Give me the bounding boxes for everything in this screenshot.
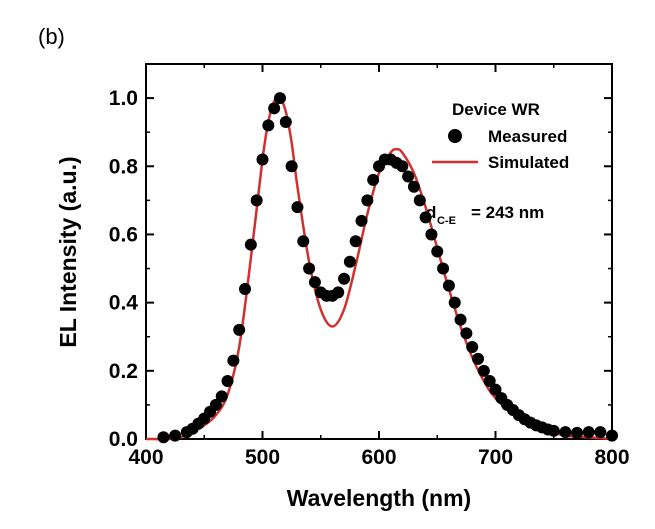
measured-point [460,327,473,340]
measured-point [431,245,444,258]
legend: Device WR Measured Simulated [432,100,569,172]
measured-series [157,92,618,444]
measured-point [437,262,450,275]
y-tick-label: 0.4 [109,292,139,315]
measured-point [489,383,502,396]
measured-point [209,398,222,411]
measured-point [466,340,479,353]
measured-point [477,364,490,377]
measured-point [407,180,420,193]
measured-point [442,279,455,292]
simulated-series [145,96,613,441]
measured-point [308,276,321,289]
measured-point [343,255,356,268]
measured-point [239,283,252,295]
panel-label: (b) [38,24,65,49]
annotation-subscript: C-E [437,215,456,227]
measured-point [413,194,426,207]
thickness-annotation: d C-E = 243 nm [426,203,544,227]
x-axis: 400 500 600 700 800 [128,64,630,469]
measured-point [606,429,618,442]
measured-point [338,272,351,285]
y-axis-label: EL Intensity (a.u.) [55,156,81,347]
x-tick-label: 400 [128,446,163,469]
measured-point [367,173,380,186]
measured-point [227,354,240,367]
measured-point [571,426,584,439]
x-tick-label: 600 [361,446,396,469]
annotation-symbol: d [426,203,436,222]
x-tick-label: 500 [245,446,280,469]
measured-point [157,431,170,444]
measured-point [559,426,572,439]
measured-point [361,194,374,207]
measured-point [349,235,362,248]
measured-point [250,194,263,207]
measured-point [285,160,298,173]
y-tick-label: 0.0 [109,428,138,451]
measured-point [221,375,234,388]
measured-point [396,160,409,173]
measured-point [291,201,304,214]
measured-point [355,214,368,227]
y-axis: 0.0 0.2 0.4 0.6 0.8 1.0 [109,63,612,451]
measured-point [547,424,560,437]
measured-point [244,238,257,251]
measured-point [215,390,228,403]
legend-marker-measured [448,129,462,143]
measured-point [169,429,182,442]
measured-point [256,153,269,166]
measured-point [425,228,438,241]
y-tick-label: 0.6 [109,223,138,246]
measured-point [448,296,461,309]
simulated-line [145,96,613,441]
measured-point [454,313,467,326]
measured-point [233,323,246,336]
measured-point [402,170,415,183]
plot-frame [145,63,613,440]
legend-title: Device WR [452,100,540,119]
measured-point [279,115,292,128]
measured-point [472,352,485,365]
x-axis-label: Wavelength (nm) [287,485,471,511]
annotation-value: = 243 nm [471,203,544,222]
legend-label-simulated: Simulated [488,153,569,172]
measured-point [582,426,595,439]
x-tick-label: 700 [478,446,513,469]
y-tick-label: 1.0 [109,87,138,110]
measured-point [297,235,310,248]
measured-point [594,426,607,439]
measured-point [419,211,432,224]
y-tick-label: 0.2 [109,360,138,383]
x-tick-label: 800 [594,446,629,469]
measured-point [268,102,281,115]
measured-point [332,286,345,299]
measured-point [483,375,496,388]
legend-label-measured: Measured [488,127,567,146]
measured-point [273,92,286,105]
y-tick-label: 0.8 [109,155,139,178]
plot-area [145,63,613,440]
measured-point [303,262,316,275]
measured-point [262,119,275,132]
